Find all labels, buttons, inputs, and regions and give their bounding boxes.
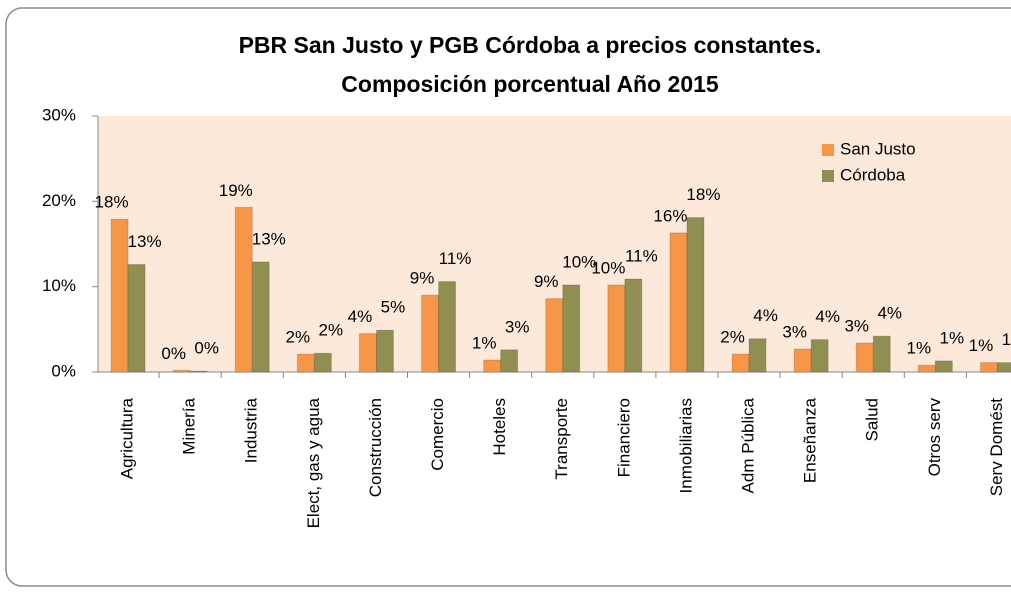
bar [110, 218, 129, 373]
data-label: 4% [348, 307, 373, 326]
data-label: 4% [815, 307, 840, 326]
data-label: 2% [319, 321, 344, 340]
data-label: 3% [505, 317, 530, 336]
data-label: 4% [877, 304, 902, 323]
data-label: 18% [686, 185, 720, 204]
bar [296, 353, 315, 373]
data-label: 16% [653, 206, 687, 225]
bar [172, 369, 191, 373]
x-tick-label: Otros serv [925, 398, 944, 477]
bar [358, 333, 377, 373]
chart-subtitle: Composición porcentual Año 2015 [341, 71, 719, 97]
data-label: 4% [753, 306, 778, 325]
x-tick-label: Salud [863, 398, 882, 441]
x-tick-label: Transporte [552, 398, 571, 480]
data-label: 10% [591, 258, 625, 277]
x-tick-label: Elect, gas y agua [304, 397, 323, 528]
bar [810, 339, 829, 373]
bar [375, 329, 394, 373]
x-tick-label: Minería [180, 397, 199, 454]
bar [421, 294, 440, 373]
data-label: 1% [907, 339, 932, 358]
data-label: 2% [286, 328, 311, 347]
bar [438, 281, 457, 373]
data-label: 9% [534, 272, 559, 291]
y-tick-label: 10% [42, 276, 76, 295]
data-label: 13% [252, 229, 286, 248]
bar [545, 298, 564, 373]
data-label: 3% [844, 316, 869, 335]
bar [234, 206, 253, 373]
data-label: 5% [381, 298, 406, 317]
legend-swatch [822, 144, 834, 156]
x-tick-label: Adm Pública [739, 397, 758, 493]
bar [500, 349, 519, 373]
data-label: 0% [161, 344, 186, 363]
bar [562, 284, 581, 373]
data-label: 1% [472, 334, 497, 353]
bar [624, 278, 643, 373]
bar [793, 348, 812, 373]
data-label: 19% [219, 181, 253, 200]
data-label: 10% [562, 252, 596, 271]
bar [686, 217, 705, 373]
x-tick-label: Agricultura [118, 397, 137, 479]
bar [189, 370, 208, 373]
legend-label: San Justo [840, 139, 916, 158]
bar [996, 362, 1011, 373]
data-label: 11% [439, 249, 472, 268]
y-tick-label: 20% [42, 191, 76, 210]
data-label: 11% [625, 246, 658, 265]
data-label: 1% [940, 328, 965, 347]
bar [748, 338, 767, 373]
bar [979, 362, 998, 373]
y-tick-label: 30% [42, 105, 76, 124]
x-tick-label: Inmobiliarias [676, 398, 695, 493]
x-tick-label: Hoteles [490, 398, 509, 456]
legend-swatch [822, 170, 834, 182]
x-tick-label: Construcción [366, 398, 385, 497]
bar [127, 263, 146, 373]
x-tick-label: Industria [242, 397, 261, 463]
data-label: 9% [410, 269, 435, 288]
x-tick-label: Comercio [428, 398, 447, 471]
x-tick-label: Financiero [614, 398, 633, 477]
data-label: 0% [194, 339, 219, 358]
data-label: 3% [782, 322, 807, 341]
data-label: 2% [720, 328, 745, 347]
data-label: 18% [95, 193, 129, 212]
bar [483, 359, 502, 373]
bar [731, 353, 750, 373]
bar [917, 364, 936, 373]
bar [669, 232, 688, 373]
x-tick-label: Serv Domést [987, 398, 1006, 497]
bar [934, 360, 953, 373]
data-label: 1% [969, 336, 994, 355]
bar [251, 261, 270, 373]
bar [313, 352, 332, 373]
bar [855, 342, 874, 373]
data-label: 13% [128, 232, 162, 251]
legend-label: Córdoba [840, 165, 906, 184]
bar [607, 284, 626, 373]
y-tick-label: 0% [51, 361, 76, 380]
chart-title: PBR San Justo y PGB Córdoba a precios co… [239, 32, 822, 58]
data-label: 1% [1002, 330, 1011, 349]
bar [872, 335, 891, 373]
x-tick-label: Enseñanza [801, 397, 820, 483]
